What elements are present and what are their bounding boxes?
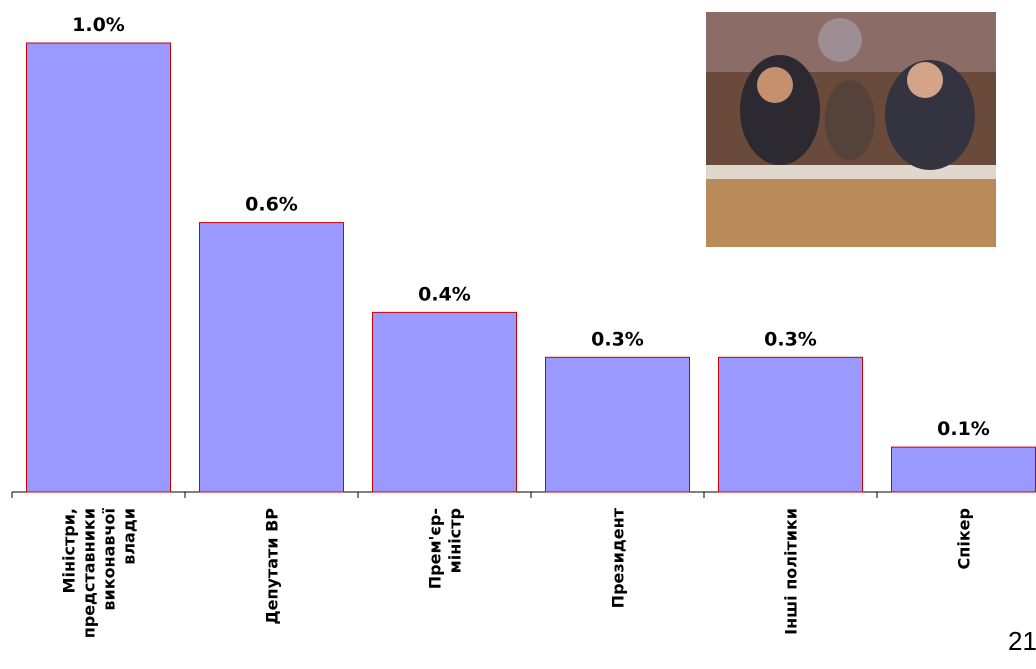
value-label: 0.4% [418,283,471,305]
x-tick-label: Прем'єр- [426,508,445,589]
value-label: 0.3% [591,328,644,350]
photo [706,12,996,247]
x-tick-label: Президент [609,507,628,608]
bar [546,357,690,492]
bar [27,43,171,492]
x-tick-label: влади [120,508,139,565]
x-tick-label: Депутати ВР [263,508,282,625]
x-tick-label: міністр [446,508,465,573]
bar [200,223,344,492]
x-tick-label: виконавчої [100,507,119,610]
chart: 1.0% Міністри,представникивиконавчоївлади… [0,0,1036,669]
bar [892,447,1036,492]
value-label: 0.1% [937,418,990,440]
bar [373,312,517,492]
bar [719,357,863,492]
x-tick-label: Міністри, [60,508,79,593]
x-tick-label: представники [80,508,99,638]
x-tick-label: Спікер [955,508,974,569]
page-number: 21 [1008,626,1036,656]
x-tick-label: Інші політики [782,508,801,635]
value-label: 0.3% [764,328,817,350]
value-label: 1.0% [72,14,125,36]
value-label: 0.6% [245,194,298,216]
